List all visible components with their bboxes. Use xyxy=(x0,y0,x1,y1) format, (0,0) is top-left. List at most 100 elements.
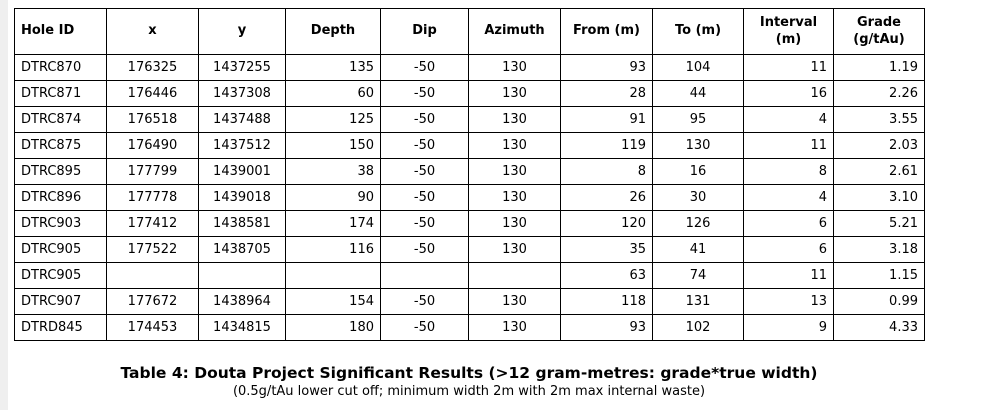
table-row: DTRC871 176446 1437308 60 -50 130 28 44 16 2.26 xyxy=(14,80,925,107)
column-header: x xyxy=(106,8,199,55)
table-cell: DTRC903 xyxy=(14,210,107,237)
table-cell: 16 xyxy=(743,80,834,107)
column-header: Interval (m) xyxy=(743,8,834,55)
table-cell: 1.19 xyxy=(833,54,925,81)
table-cell: 176490 xyxy=(106,132,199,159)
column-header: Dip xyxy=(380,8,469,55)
table-cell: -50 xyxy=(380,236,469,263)
table-cell: 93 xyxy=(560,54,653,81)
table-cell: -50 xyxy=(380,132,469,159)
table-body: DTRC870 176325 1437255 135 -50 130 93 104 11 1.19… xyxy=(14,54,925,341)
table-cell: -50 xyxy=(380,80,469,107)
table-cell xyxy=(198,262,286,289)
table-cell: 119 xyxy=(560,132,653,159)
table-cell: 176446 xyxy=(106,80,199,107)
table-cell: 130 xyxy=(468,132,561,159)
table-cell: -50 xyxy=(380,106,469,133)
table-cell: 118 xyxy=(560,288,653,315)
table-cell: 74 xyxy=(652,262,744,289)
table-row: DTRD845 174453 1434815 180 -50 130 93 102 9 4.33 xyxy=(14,314,925,341)
table-cell: 1439001 xyxy=(198,158,286,185)
column-header: Grade (g/tAu) xyxy=(833,8,925,55)
table-cell: 95 xyxy=(652,106,744,133)
table-cell: 11 xyxy=(743,262,834,289)
table-cell: 130 xyxy=(468,236,561,263)
table-cell: 130 xyxy=(468,288,561,315)
table-cell: 3.18 xyxy=(833,236,925,263)
table-cell: 130 xyxy=(468,106,561,133)
table-cell: -50 xyxy=(380,288,469,315)
table-cell: 28 xyxy=(560,80,653,107)
table-cell: 135 xyxy=(285,54,381,81)
table-cell: 0.99 xyxy=(833,288,925,315)
table-cell: 130 xyxy=(468,54,561,81)
table-cell: DTRC905 xyxy=(14,236,107,263)
table-cell: DTRC907 xyxy=(14,288,107,315)
table-cell: 177522 xyxy=(106,236,199,263)
table-cell: -50 xyxy=(380,210,469,237)
table-cell xyxy=(285,262,381,289)
table-cell: 3.10 xyxy=(833,184,925,211)
table-row: DTRC896 177778 1439018 90 -50 130 26 30 4 3.10 xyxy=(14,184,925,211)
document-body: Hole ID x y Depth Dip Azimuth From (m) To (m) In… xyxy=(14,8,925,341)
results-table: Hole ID x y Depth Dip Azimuth From (m) To (m) In… xyxy=(14,8,925,341)
table-cell: 8 xyxy=(560,158,653,185)
table-cell: 5.21 xyxy=(833,210,925,237)
table-cell: DTRD845 xyxy=(14,314,107,341)
table-cell: DTRC905 xyxy=(14,262,107,289)
table-cell: 102 xyxy=(652,314,744,341)
table-cell: 1438705 xyxy=(198,236,286,263)
table-cell: 41 xyxy=(652,236,744,263)
table-cell: 125 xyxy=(285,106,381,133)
table-cell: 130 xyxy=(468,184,561,211)
table-cell: 11 xyxy=(743,132,834,159)
table-cell: 4.33 xyxy=(833,314,925,341)
table-cell: 154 xyxy=(285,288,381,315)
page-left-margin-strip xyxy=(0,0,8,410)
table-caption-subtitle: (0.5g/tAu lower cut off; minimum width 2… xyxy=(232,384,706,400)
table-row: DTRC870 176325 1437255 135 -50 130 93 104 11 1.19 xyxy=(14,54,925,81)
table-cell: 93 xyxy=(560,314,653,341)
table-cell: 38 xyxy=(285,158,381,185)
table-cell: 2.03 xyxy=(833,132,925,159)
table-cell: 2.61 xyxy=(833,158,925,185)
table-cell xyxy=(106,262,199,289)
table-cell: 3.55 xyxy=(833,106,925,133)
table-cell: 8 xyxy=(743,158,834,185)
table-cell: DTRC870 xyxy=(14,54,107,81)
table-cell: 130 xyxy=(468,80,561,107)
table-cell: 1434815 xyxy=(198,314,286,341)
column-header: Azimuth xyxy=(468,8,561,55)
column-header: y xyxy=(198,8,286,55)
table-row: DTRC905 177522 1438705 116 -50 130 35 41 6 3.18 xyxy=(14,236,925,263)
table-cell: 91 xyxy=(560,106,653,133)
table-cell: 1437308 xyxy=(198,80,286,107)
table-cell: 1437255 xyxy=(198,54,286,81)
table-cell: 1438964 xyxy=(198,288,286,315)
table-row: DTRC903 177412 1438581 174 -50 130 120 126 6 5.21 xyxy=(14,210,925,237)
table-cell: 1.15 xyxy=(833,262,925,289)
column-header: From (m) xyxy=(560,8,653,55)
table-cell: 6 xyxy=(743,210,834,237)
table-cell: 11 xyxy=(743,54,834,81)
table-cell: 60 xyxy=(285,80,381,107)
table-cell: 13 xyxy=(743,288,834,315)
table-cell: 150 xyxy=(285,132,381,159)
table-cell: -50 xyxy=(380,314,469,341)
header-row: Hole ID x y Depth Dip Azimuth From (m) To (m) In… xyxy=(14,8,925,55)
table-cell: 180 xyxy=(285,314,381,341)
table-cell: 177672 xyxy=(106,288,199,315)
table-row: DTRC895 177799 1439001 38 -50 130 8 16 8 2.61 xyxy=(14,158,925,185)
table-cell: 4 xyxy=(743,106,834,133)
table-cell: 1439018 xyxy=(198,184,286,211)
table-cell: DTRC896 xyxy=(14,184,107,211)
table-cell: 130 xyxy=(468,158,561,185)
table-cell: -50 xyxy=(380,54,469,81)
table-cell: 130 xyxy=(468,210,561,237)
table-cell: DTRC871 xyxy=(14,80,107,107)
table-cell: -50 xyxy=(380,158,469,185)
table-cell: 1437512 xyxy=(198,132,286,159)
table-cell: 116 xyxy=(285,236,381,263)
table-cell xyxy=(380,262,469,289)
column-header: Depth xyxy=(285,8,381,55)
